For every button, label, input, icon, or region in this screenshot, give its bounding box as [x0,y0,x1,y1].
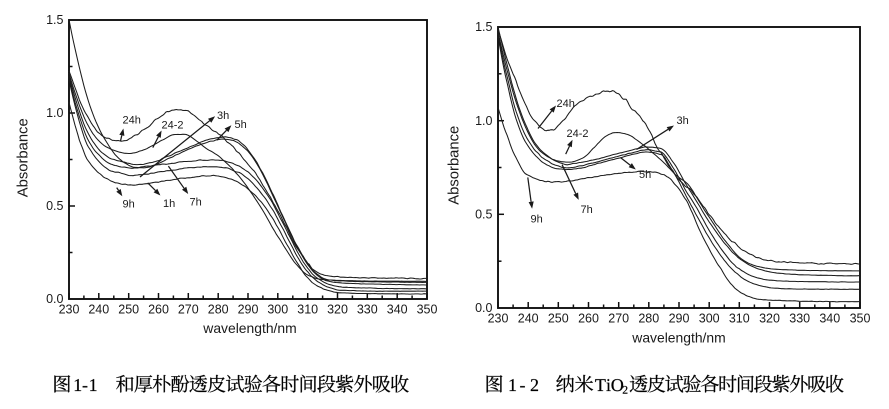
svg-text:330: 330 [789,312,810,326]
svg-text:1.5: 1.5 [46,13,63,27]
svg-text:270: 270 [178,303,199,317]
svg-text:3h: 3h [217,110,229,122]
svg-text:340: 340 [387,303,408,317]
svg-text:250: 250 [118,303,139,317]
svg-text:320: 320 [759,312,780,326]
svg-text:1.5: 1.5 [475,20,492,34]
svg-text:340: 340 [819,312,840,326]
svg-text:wavelength/nm: wavelength/nm [631,329,725,345]
svg-text:24h: 24h [123,115,141,127]
svg-text:320: 320 [327,303,348,317]
svg-text:310: 310 [297,303,318,317]
svg-text:260: 260 [578,312,599,326]
svg-text:5h: 5h [235,119,247,131]
svg-text:240: 240 [88,303,109,317]
svg-text:7h: 7h [581,204,593,216]
svg-text:Absorbance: Absorbance [447,126,463,205]
svg-text:7h: 7h [190,196,202,208]
svg-text:250: 250 [548,312,569,326]
svg-text:wavelength/nm: wavelength/nm [202,320,296,336]
svg-text:3h: 3h [677,115,689,127]
svg-text:9h: 9h [123,199,135,211]
svg-text:230: 230 [488,312,509,326]
svg-text:330: 330 [357,303,378,317]
svg-text:300: 300 [267,303,288,317]
svg-text:310: 310 [729,312,750,326]
svg-text:24h: 24h [557,98,575,110]
svg-text:0.5: 0.5 [46,199,63,213]
svg-text:290: 290 [238,303,259,317]
svg-text:230: 230 [59,303,80,317]
svg-text:1.0: 1.0 [475,114,492,128]
svg-text:0.0: 0.0 [475,301,492,315]
svg-text:260: 260 [148,303,169,317]
svg-text:1h: 1h [163,198,175,210]
svg-text:280: 280 [208,303,229,317]
svg-text:240: 240 [518,312,539,326]
svg-text:1.0: 1.0 [46,106,63,120]
svg-text:24-2: 24-2 [162,120,184,132]
svg-text:0.0: 0.0 [46,292,63,306]
svg-text:5h: 5h [639,169,651,181]
svg-text:290: 290 [669,312,690,326]
svg-text:350: 350 [417,303,438,317]
svg-text:24-2: 24-2 [567,128,589,140]
svg-text:0.5: 0.5 [475,207,492,221]
svg-text:300: 300 [699,312,720,326]
svg-text:280: 280 [638,312,659,326]
svg-text:Absorbance: Absorbance [16,118,32,197]
svg-text:270: 270 [608,312,629,326]
svg-text:350: 350 [850,312,871,326]
svg-text:9h: 9h [531,214,543,226]
